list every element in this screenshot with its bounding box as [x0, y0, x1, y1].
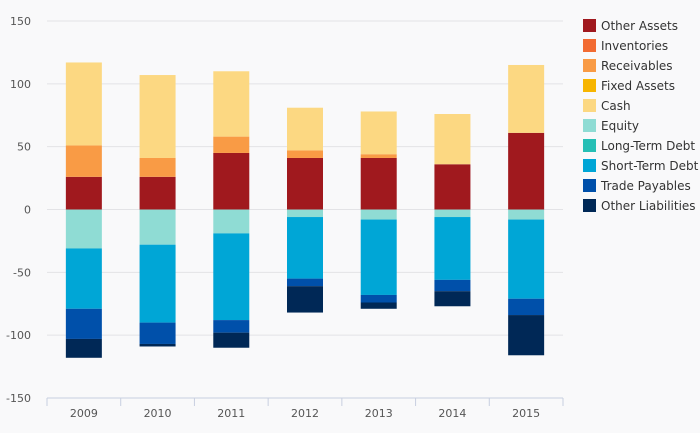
bar-segment-other-assets-2009 — [65, 176, 102, 210]
bar-segment-other-liabilities-2012 — [287, 286, 323, 313]
bar-segment-short-term-debt-2009 — [65, 248, 102, 309]
bar-segment-cash-2013 — [360, 111, 397, 155]
bar-segment-other-assets-2011 — [213, 152, 250, 210]
bar-segment-equity-2011 — [213, 209, 250, 234]
bar-segment-other-assets-2015 — [508, 132, 545, 210]
bar-segment-cash-2009 — [65, 62, 102, 146]
legend-item[interactable]: Fixed Assets — [583, 79, 675, 93]
bar-segment-other-liabilities-2013 — [360, 302, 397, 309]
x-tick-label: 2009 — [70, 407, 98, 420]
bar-segment-short-term-debt-2011 — [213, 233, 250, 321]
legend-swatch — [583, 99, 596, 112]
legend-item[interactable]: Short-Term Debt — [583, 159, 699, 173]
bar-segment-other-assets-2012 — [287, 157, 323, 210]
bar-segment-equity-2014 — [434, 209, 471, 218]
legend-label: Equity — [601, 119, 639, 133]
x-tick-label: 2013 — [365, 407, 393, 420]
y-tick-label: -50 — [13, 266, 31, 279]
legend-label: Receivables — [601, 59, 673, 73]
x-tick-label: 2012 — [291, 407, 319, 420]
legend-label: Inventories — [601, 39, 668, 53]
bar-segment-equity-2013 — [360, 209, 397, 220]
legend-item[interactable]: Inventories — [583, 39, 668, 53]
bar-segment-receivables-2011 — [213, 136, 250, 153]
legend-label: Other Liabilities — [601, 199, 696, 213]
bar-segment-other-liabilities-2010 — [139, 343, 176, 347]
bar-segment-receivables-2010 — [139, 157, 176, 177]
x-tick-label: 2014 — [438, 407, 466, 420]
bar-segment-short-term-debt-2010 — [139, 244, 176, 323]
y-tick-label: 0 — [24, 204, 31, 217]
bar-segment-short-term-debt-2012 — [287, 217, 323, 279]
x-tick-label: 2011 — [217, 407, 245, 420]
bar-segment-other-liabilities-2014 — [434, 291, 471, 307]
bar-segment-cash-2011 — [213, 71, 250, 137]
bar-segment-receivables-2012 — [287, 150, 323, 158]
bar-segment-other-liabilities-2015 — [508, 315, 545, 356]
bar-segment-trade-payables-2014 — [434, 279, 471, 292]
legend-label: Cash — [601, 99, 631, 113]
bar-segment-receivables-2013 — [360, 154, 397, 158]
legend-swatch — [583, 39, 596, 52]
legend: Other Assets Inventories Receivables Fixed … — [583, 19, 699, 213]
legend-item[interactable]: Other Liabilities — [583, 199, 696, 213]
legend-label: Short-Term Debt — [601, 159, 699, 173]
y-tick-label: 100 — [10, 78, 31, 91]
legend-swatch — [583, 119, 596, 132]
bars — [65, 62, 545, 358]
legend-item[interactable]: Other Assets — [583, 19, 678, 33]
legend-label: Long-Term Debt — [601, 139, 695, 153]
legend-item[interactable]: Trade Payables — [583, 179, 691, 193]
bar-segment-short-term-debt-2013 — [360, 219, 397, 295]
bar-segment-trade-payables-2010 — [139, 322, 176, 344]
bar-segment-other-liabilities-2011 — [213, 332, 250, 348]
bar-segment-equity-2009 — [65, 209, 102, 249]
bar-segment-cash-2014 — [434, 113, 471, 165]
x-tick-label: 2015 — [512, 407, 540, 420]
bar-segment-equity-2010 — [139, 209, 176, 245]
legend-item[interactable]: Cash — [583, 99, 631, 113]
legend-swatch — [583, 159, 596, 172]
bar-segment-trade-payables-2011 — [213, 320, 250, 333]
y-tick-label: -100 — [6, 329, 31, 342]
bar-segment-other-assets-2010 — [139, 176, 176, 210]
legend-label: Fixed Assets — [601, 79, 675, 93]
bar-segment-cash-2012 — [287, 107, 323, 151]
bar-segment-cash-2015 — [508, 64, 545, 133]
legend-item[interactable]: Long-Term Debt — [583, 139, 695, 153]
bar-segment-other-assets-2014 — [434, 164, 471, 210]
bar-segment-short-term-debt-2015 — [508, 219, 545, 299]
bar-segment-trade-payables-2009 — [65, 308, 102, 339]
y-axis-tick-labels: 150 100 50 0 -50 -100 -150 — [6, 15, 31, 405]
legend-swatch — [583, 19, 596, 32]
bar-segment-equity-2012 — [287, 209, 323, 218]
legend-swatch — [583, 199, 596, 212]
y-tick-label: 50 — [17, 141, 31, 154]
legend-label: Trade Payables — [600, 179, 691, 193]
legend-swatch — [583, 139, 596, 152]
legend-swatch — [583, 179, 596, 192]
bar-segment-short-term-debt-2014 — [434, 217, 471, 280]
x-tick-label: 2010 — [144, 407, 172, 420]
bar-segment-cash-2010 — [139, 75, 176, 158]
bar-segment-trade-payables-2012 — [287, 278, 323, 287]
y-tick-label: 150 — [10, 15, 31, 28]
legend-item[interactable]: Receivables — [583, 59, 673, 73]
bar-segment-trade-payables-2015 — [508, 298, 545, 316]
y-tick-label: -150 — [6, 392, 31, 405]
bar-segment-trade-payables-2013 — [360, 294, 397, 303]
legend-swatch — [583, 79, 596, 92]
legend-label: Other Assets — [601, 19, 678, 33]
bar-segment-other-assets-2013 — [360, 157, 397, 210]
bar-segment-equity-2015 — [508, 209, 545, 220]
legend-item[interactable]: Equity — [583, 119, 639, 133]
legend-swatch — [583, 59, 596, 72]
bar-segment-other-liabilities-2009 — [65, 338, 102, 358]
bar-segment-receivables-2009 — [65, 145, 102, 177]
x-axis: 2009 2010 2011 2012 2013 2014 2015 — [46, 397, 564, 420]
